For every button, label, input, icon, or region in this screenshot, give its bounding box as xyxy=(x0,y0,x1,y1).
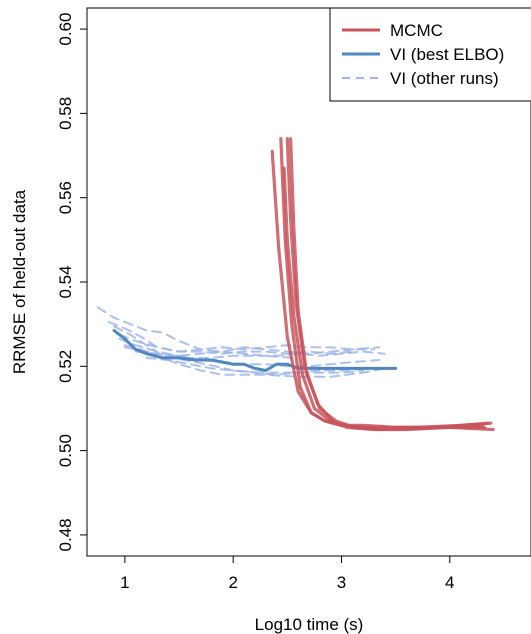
legend-label-vi-other: VI (other runs) xyxy=(390,69,499,88)
series-line-vi-best-elbo-5 xyxy=(112,329,398,372)
series-layer xyxy=(96,137,495,432)
series-line-vi-other-runs-10 xyxy=(123,346,386,359)
x-axis: 1 2 3 4 xyxy=(120,555,455,592)
x-tick-label: 4 xyxy=(445,573,454,592)
x-tick-label: 2 xyxy=(228,573,237,592)
legend: MCMC VI (best ELBO) VI (other runs) xyxy=(329,7,531,102)
y-axis-title: RRMSE of held-out data xyxy=(10,189,29,374)
legend-label-mcmc: MCMC xyxy=(390,21,443,40)
x-axis-title: Log10 time (s) xyxy=(255,615,364,634)
y-tick-label: 0.54 xyxy=(56,265,75,298)
x-tick-label: 1 xyxy=(120,573,129,592)
y-tick-label: 0.58 xyxy=(56,97,75,130)
series-line-vi-other-runs-14 xyxy=(145,356,375,376)
y-tick-label: 0.50 xyxy=(56,434,75,467)
y-tick-label: 0.56 xyxy=(56,181,75,214)
y-axis: 0.48 0.50 0.52 0.54 0.56 0.58 0.60 xyxy=(56,13,87,551)
series-line-vi-other-runs-7 xyxy=(107,321,354,355)
legend-label-vi-best: VI (best ELBO) xyxy=(390,45,504,64)
series-line-mcmc-4 xyxy=(289,137,486,432)
x-tick-label: 3 xyxy=(337,573,346,592)
series-line-vi-other-runs-6 xyxy=(96,306,294,359)
series-line-vi-other-runs-11 xyxy=(118,333,375,353)
y-tick-label: 0.48 xyxy=(56,518,75,551)
y-tick-label: 0.60 xyxy=(56,13,75,46)
y-tick-label: 0.52 xyxy=(56,350,75,383)
series-line-vi-other-runs-8 xyxy=(113,325,365,374)
series-line-vi-other-runs-13 xyxy=(134,346,381,357)
